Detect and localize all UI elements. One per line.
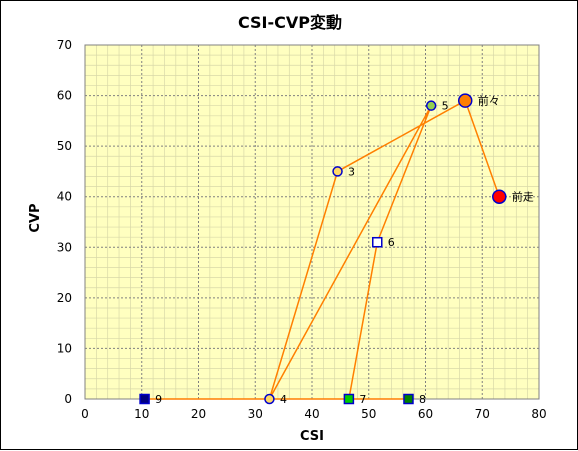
x-axis-title: CSI: [300, 429, 324, 444]
x-tick-label: 30: [248, 407, 263, 421]
y-tick-label: 60: [57, 89, 72, 103]
data-point-marker: [139, 393, 150, 405]
minor-gridlines: [85, 45, 539, 399]
x-tick-label: 10: [134, 407, 149, 421]
x-tick-label: 60: [418, 407, 433, 421]
x-axis-ticks: 0 10 20 30 40 50 60 70 80: [81, 407, 546, 421]
x-tick-label: 50: [361, 407, 376, 421]
data-point-label: 5: [442, 100, 449, 113]
x-tick-label: 40: [304, 407, 319, 421]
y-tick-label: 0: [64, 392, 72, 406]
x-tick-label: 70: [475, 407, 490, 421]
y-tick-label: 10: [57, 341, 72, 355]
data-point-marker: [332, 166, 343, 177]
data-point-label: 前々: [478, 94, 500, 108]
data-point-marker: [492, 189, 507, 204]
data-point-label: 6: [388, 236, 395, 249]
data-point-label: 7: [359, 393, 366, 406]
data-point-marker: [343, 393, 355, 405]
y-tick-label: 30: [57, 240, 72, 254]
data-point-label: 4: [280, 393, 287, 406]
data-points: [139, 93, 507, 405]
x-tick-label: 20: [191, 407, 206, 421]
y-axis-ticks: 0 10 20 30 40 50 60 70: [57, 38, 72, 406]
data-point-labels: 前走 前々 3 4 5 6 7 8 9: [155, 94, 534, 406]
data-point-marker: [403, 393, 414, 405]
y-tick-label: 70: [57, 38, 72, 52]
data-point-marker: [372, 236, 383, 248]
data-point-label: 8: [419, 393, 426, 406]
data-point-marker: [264, 393, 275, 405]
x-tick-label: 0: [81, 407, 89, 421]
y-tick-label: 50: [57, 139, 72, 153]
x-tick-label: 80: [531, 407, 546, 421]
data-point-label: 3: [348, 165, 355, 178]
data-point-marker: [425, 100, 437, 111]
data-point-label: 前走: [512, 190, 534, 204]
y-tick-label: 20: [57, 291, 72, 305]
chart-title: CSI-CVP変動: [238, 13, 342, 32]
data-point-marker: [457, 93, 473, 108]
data-point-label: 9: [155, 393, 162, 406]
y-tick-label: 40: [57, 190, 72, 204]
y-axis-title: CVP: [28, 203, 43, 232]
